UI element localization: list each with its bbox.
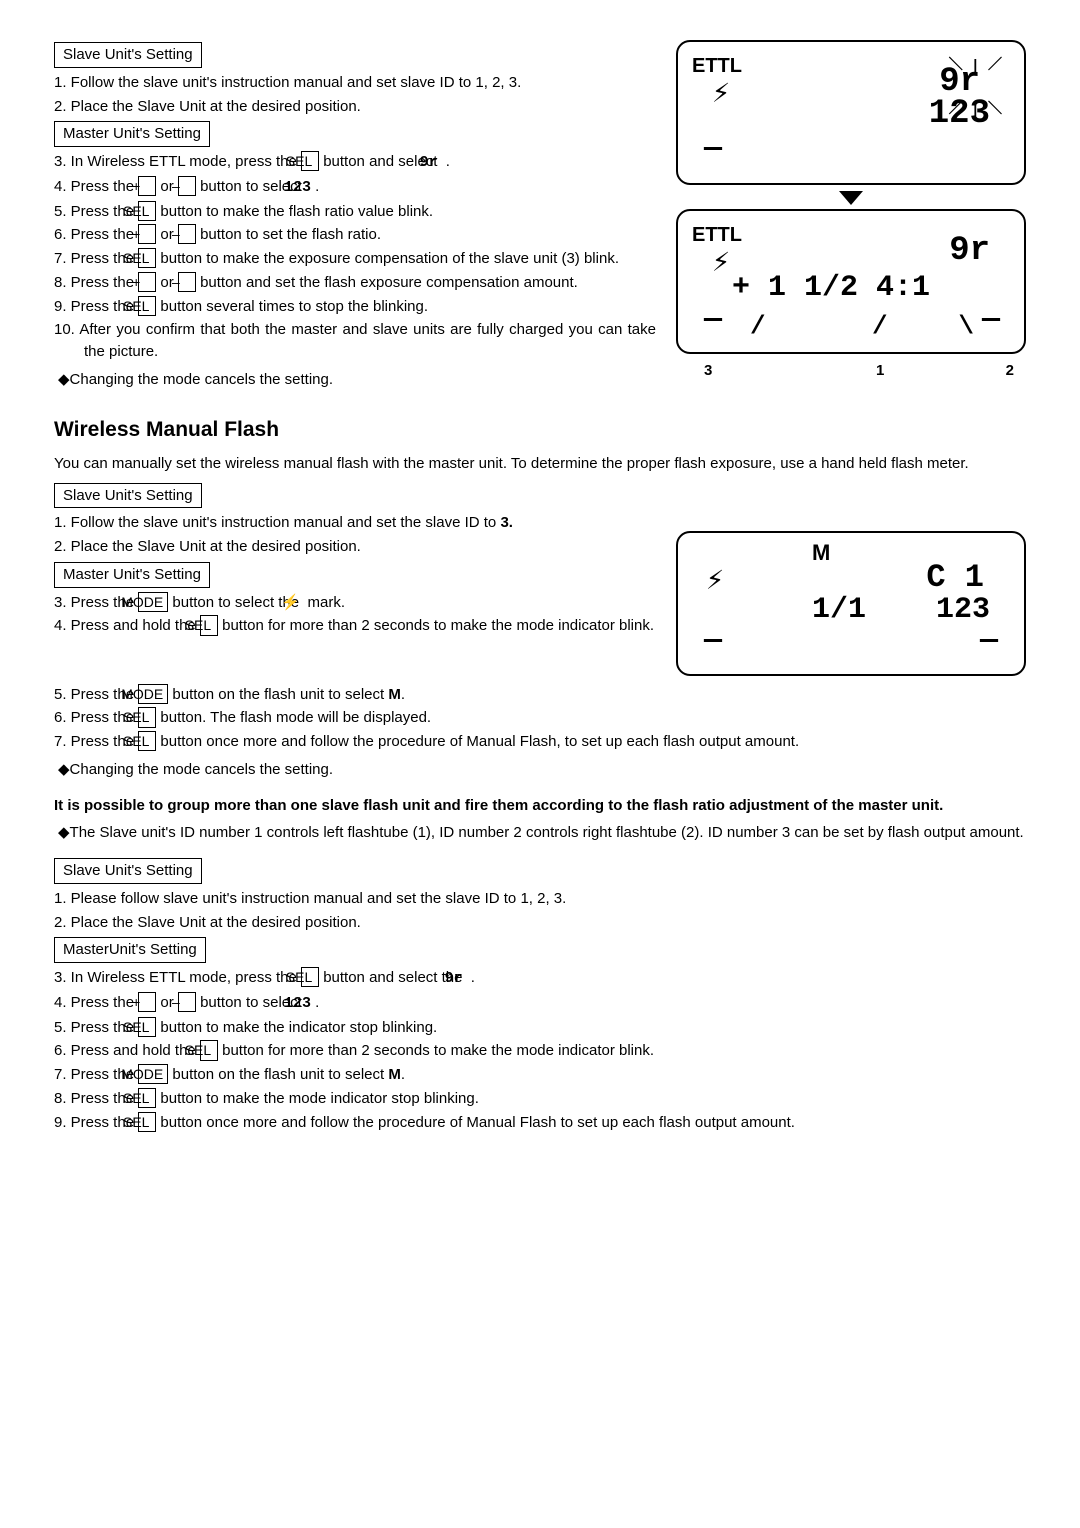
plus-button: + xyxy=(138,992,156,1012)
mode-button: MODE xyxy=(138,684,168,704)
step: 9. Press the SEL button once more and fo… xyxy=(54,1112,1026,1134)
bolt-icon: ⚡ xyxy=(712,243,730,287)
lcd-display-1: ETTL ⚡ 9r ＼ | ／ ／ | ＼ 123 — xyxy=(676,40,1026,185)
lcd-column-1: ETTL ⚡ 9r ＼ | ／ ／ | ＼ 123 — ETTL ⚡ 9r + … xyxy=(676,40,1026,390)
minus-button: – xyxy=(178,272,196,292)
intro-paragraph: You can manually set the wireless manual… xyxy=(54,453,1026,475)
section-2-row: Slave Unit's Setting 1. Follow the slave… xyxy=(54,481,1026,682)
master-steps-2: 3. Press the MODE button to select the ⚡… xyxy=(54,592,656,638)
master-setting-label: Master Unit's Setting xyxy=(54,121,210,147)
note: ◆Changing the mode cancels the setting. xyxy=(54,369,656,391)
bolt-icon: ⚡ xyxy=(712,74,730,118)
sel-button: SEL xyxy=(200,1040,218,1060)
step: 8. Press the + or – button and set the f… xyxy=(54,272,656,294)
lcd-display-3: M ⚡ C 1 1/1 123 — — xyxy=(676,531,1026,676)
bolt-icon: ⚡ xyxy=(706,561,724,605)
sel-button: SEL xyxy=(138,1017,156,1037)
slave-steps-2: 1. Follow the slave unit's instruction m… xyxy=(54,512,656,558)
arrow-down-icon xyxy=(839,191,863,205)
section-1-text: Slave Unit's Setting 1. Follow the slave… xyxy=(54,40,656,397)
sel-button: SEL xyxy=(138,1112,156,1132)
lcd-column-2: M ⚡ C 1 1/1 123 — — xyxy=(676,481,1026,682)
plus-button: + xyxy=(138,272,156,292)
annot-2: 2 xyxy=(1006,360,1014,382)
step: 5. Press the SEL button to make the indi… xyxy=(54,1017,1026,1039)
step: 8. Press the SEL button to make the mode… xyxy=(54,1088,1026,1110)
slave-steps-1: 1. Follow the slave unit's instruction m… xyxy=(54,72,656,118)
step: 1. Please follow slave unit's instructio… xyxy=(54,888,1026,910)
master-steps-1: 3. In Wireless ETTL mode, press the SEL … xyxy=(54,151,656,363)
step: 7. Press the SEL button to make the expo… xyxy=(54,248,656,270)
wireless-manual-heading: Wireless Manual Flash xyxy=(54,415,1026,445)
master-setting-label: MasterUnit's Setting xyxy=(54,937,206,963)
lcd-display-2: ETTL ⚡ 9r + 1 1/2 4:1 — / / \ — xyxy=(676,209,1026,354)
slave-setting-label: Slave Unit's Setting xyxy=(54,858,202,884)
minus-button: – xyxy=(178,224,196,244)
ratio-value: + 1 1/2 4:1 xyxy=(732,267,930,311)
slave-steps-3: 1. Please follow slave unit's instructio… xyxy=(54,888,1026,934)
step: 4. Press the + or – button to select 123… xyxy=(54,176,656,199)
gr-value: 9r xyxy=(949,227,990,276)
sel-button: SEL xyxy=(301,967,319,987)
section-2-text: Slave Unit's Setting 1. Follow the slave… xyxy=(54,481,656,640)
m-label: M xyxy=(812,537,830,569)
val-value: 123 xyxy=(929,90,990,139)
annot-1: 1 xyxy=(876,360,884,382)
sel-button: SEL xyxy=(138,707,156,727)
step: 4. Press and hold the SEL button for mor… xyxy=(54,615,656,637)
slave-setting-label: Slave Unit's Setting xyxy=(54,42,202,68)
step: 6. Press and hold the SEL button for mor… xyxy=(54,1040,1026,1062)
step: 3. In Wireless ETTL mode, press the SEL … xyxy=(54,967,1026,990)
sel-button: SEL xyxy=(138,731,156,751)
group-heading: It is possible to group more than one sl… xyxy=(54,795,1026,817)
step: 6. Press the SEL button. The flash mode … xyxy=(54,707,1026,729)
step: 7. Press the MODE button on the flash un… xyxy=(54,1064,1026,1086)
step: 2. Place the Slave Unit at the desired p… xyxy=(54,536,656,558)
bullet-note: ◆The Slave unit's ID number 1 controls l… xyxy=(54,822,1026,844)
step: 2. Place the Slave Unit at the desired p… xyxy=(54,912,1026,934)
note: ◆Changing the mode cancels the setting. xyxy=(54,759,1026,781)
step: 10. After you confirm that both the mast… xyxy=(62,319,656,363)
master-setting-label: Master Unit's Setting xyxy=(54,562,210,588)
sel-button: SEL xyxy=(138,1088,156,1108)
mode-button: MODE xyxy=(138,592,168,612)
sel-button: SEL xyxy=(200,615,218,635)
sel-button: SEL xyxy=(138,296,156,316)
mode-button: MODE xyxy=(138,1064,168,1084)
slave-setting-label: Slave Unit's Setting xyxy=(54,483,202,509)
step: 2. Place the Slave Unit at the desired p… xyxy=(54,96,656,118)
sel-button: SEL xyxy=(301,151,319,171)
step: 5. Press the SEL button to make the flas… xyxy=(54,201,656,223)
step: 3. In Wireless ETTL mode, press the SEL … xyxy=(54,151,656,174)
plus-button: + xyxy=(138,224,156,244)
annot-3: 3 xyxy=(704,360,712,382)
master-steps-2-cont: 5. Press the MODE button on the flash un… xyxy=(54,684,1026,753)
ratio-value: 1/1 xyxy=(812,589,866,633)
step: 1. Follow the slave unit's instruction m… xyxy=(54,72,656,94)
step: 9. Press the SEL button several times to… xyxy=(54,296,656,318)
step: 6. Press the + or – button to set the fl… xyxy=(54,224,656,246)
section-1-row: Slave Unit's Setting 1. Follow the slave… xyxy=(54,40,1026,397)
minus-button: – xyxy=(178,992,196,1012)
m-text: M xyxy=(388,1066,401,1083)
plus-button: + xyxy=(138,176,156,196)
step: 7. Press the SEL button once more and fo… xyxy=(54,731,1026,753)
step: 4. Press the + or – button to select 123… xyxy=(54,992,1026,1015)
step: 1. Follow the slave unit's instruction m… xyxy=(54,512,656,534)
minus-button: – xyxy=(178,176,196,196)
lcd2-annotations: 3 1 2 xyxy=(676,360,1026,390)
sel-button: SEL xyxy=(138,201,156,221)
dash-icon: — xyxy=(704,128,722,172)
step: 3. Press the MODE button to select the ⚡… xyxy=(54,592,656,614)
m-text: M xyxy=(388,686,401,703)
step: 5. Press the MODE button on the flash un… xyxy=(54,684,1026,706)
sel-button: SEL xyxy=(138,248,156,268)
master-steps-3: 3. In Wireless ETTL mode, press the SEL … xyxy=(54,967,1026,1133)
